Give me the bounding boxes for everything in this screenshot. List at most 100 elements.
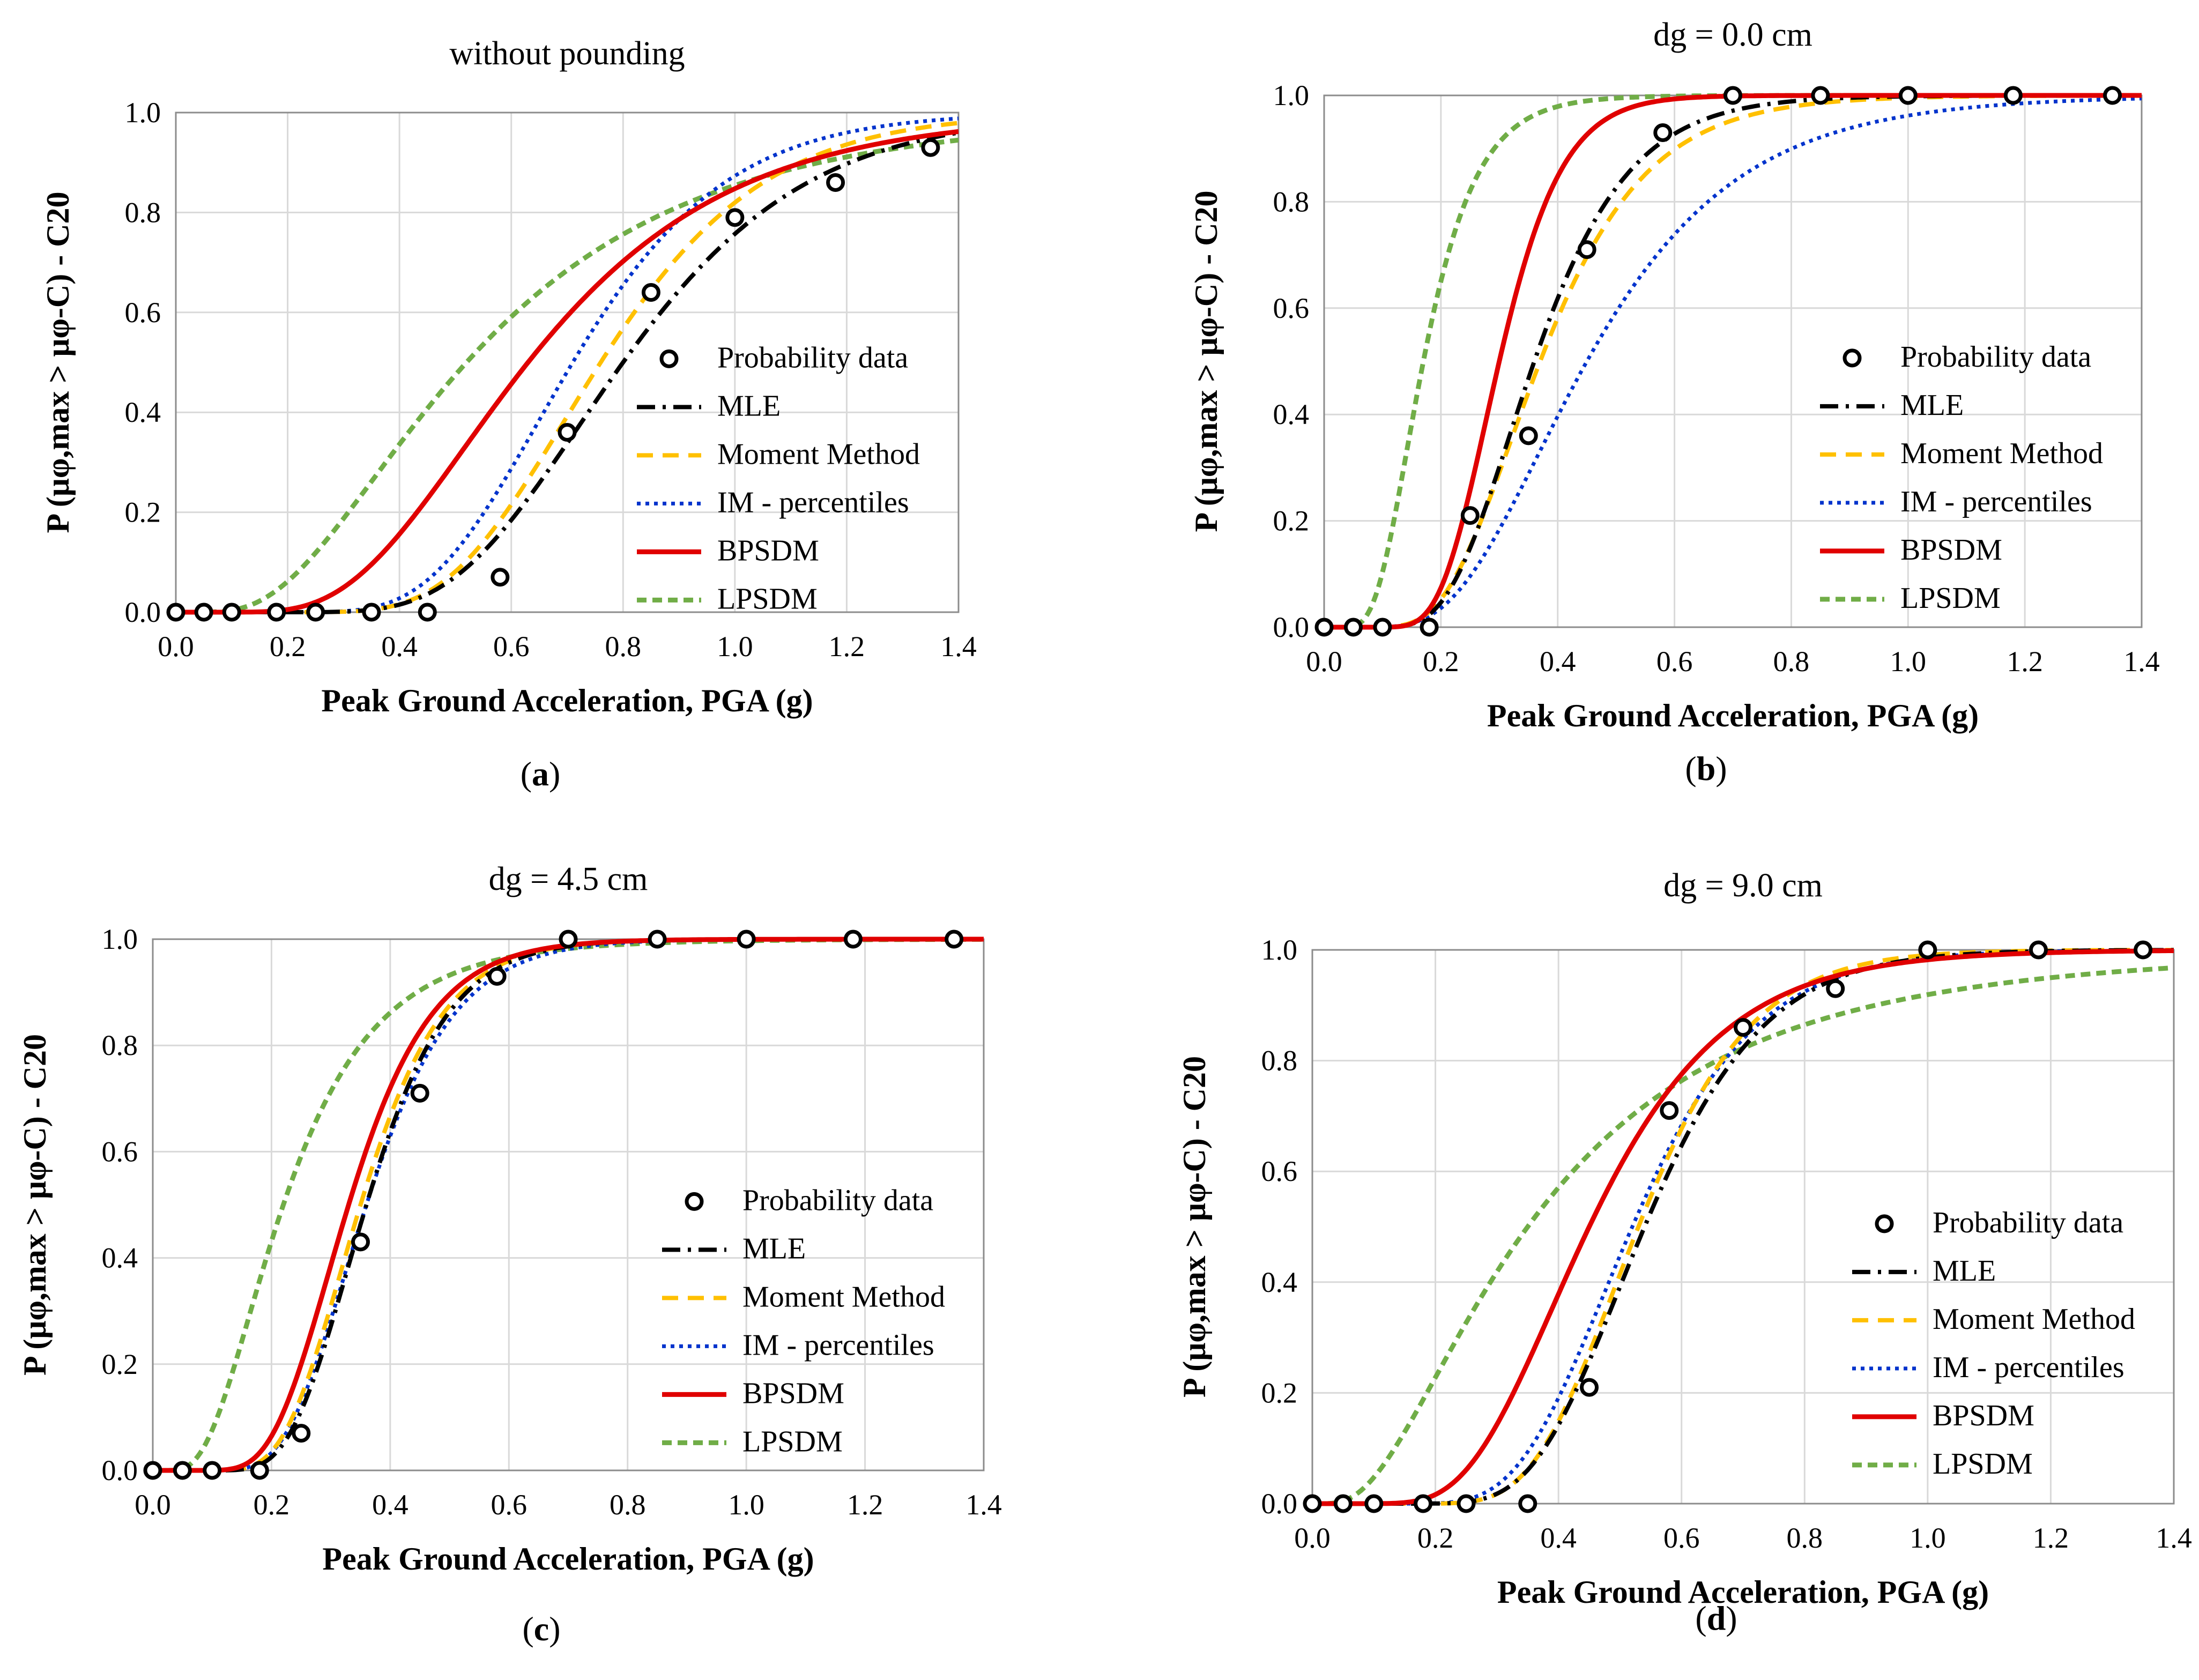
y-tick-label: 0.6 — [102, 1135, 138, 1168]
data-point — [1314, 618, 1334, 637]
data-point — [1364, 1494, 1384, 1513]
x-tick-label: 1.2 — [847, 1489, 883, 1521]
chart-panel-d: dg = 9.0 cm 0.0 0.2 0.4 0.6 0.8 1.0 1.2 1.4 0.0 0.… — [1177, 867, 2192, 1637]
data-point — [826, 173, 845, 192]
x-tick-label: 1.0 — [1910, 1522, 1946, 1554]
chart-title: dg = 0.0 cm — [1653, 17, 1812, 53]
caption-paren-close: ) — [1715, 749, 1727, 787]
data-point — [1414, 1494, 1433, 1513]
x-tick-label: 1.4 — [965, 1489, 1002, 1521]
legend-entry: Probability data — [1933, 1206, 2123, 1239]
legend-entry: Moment Method — [1900, 437, 2103, 470]
caption-paren-open: ( — [1685, 749, 1696, 787]
legend-entry: LPSDM — [742, 1425, 843, 1458]
plot-area-frame — [1311, 949, 2175, 1505]
series-line-mle — [176, 130, 959, 614]
data-point — [351, 1232, 370, 1252]
caption-paren-open: ( — [521, 755, 532, 793]
legend-entry: MLE — [717, 389, 781, 422]
legend-entry: MLE — [1933, 1254, 1996, 1288]
series-line-mle — [1312, 948, 2174, 1506]
y-tick-label: 0.8 — [125, 196, 161, 228]
caption-letter: c — [534, 1610, 549, 1648]
data-point — [1343, 618, 1363, 637]
data-point — [1653, 123, 1673, 142]
x-tick-label: 1.0 — [1890, 645, 1927, 678]
data-point — [1303, 1494, 1322, 1513]
y-tick-label: 0.4 — [1273, 398, 1310, 430]
x-axis-title: Peak Ground Acceleration, PGA (g) — [1497, 1574, 1989, 1610]
caption-paren-close: ) — [1726, 1599, 1737, 1637]
chart-panel-b: dg = 0.0 cm 0.0 0.2 0.4 0.6 0.8 1.0 1.2 1.4 0.0 0.… — [1188, 17, 2160, 787]
data-point — [487, 967, 507, 986]
y-tick-label: 0.2 — [102, 1348, 138, 1380]
data-point — [725, 208, 745, 227]
x-tick-label: 0.2 — [1417, 1522, 1454, 1554]
x-tick-label: 0.8 — [605, 630, 642, 663]
data-point — [491, 568, 510, 587]
y-tick-label: 0.4 — [102, 1242, 138, 1274]
legend-entry: BPSDM — [1933, 1399, 2034, 1432]
data-point — [1734, 1018, 1752, 1037]
probability-data-points — [1314, 86, 2122, 637]
x-tick-label: 0.6 — [491, 1489, 528, 1521]
legend-entry: LPSDM — [1900, 582, 2001, 615]
legend-entry: BPSDM — [1900, 533, 2002, 567]
y-tick-label: 0.4 — [1261, 1266, 1298, 1298]
data-point — [1457, 1494, 1476, 1513]
legend-marker-probability — [1875, 1214, 1894, 1233]
y-tick-label: 0.4 — [125, 396, 161, 428]
x-tick-label: 0.4 — [1540, 1522, 1577, 1554]
x-tick-label: 0.8 — [1787, 1522, 1823, 1554]
legend-entry: MLE — [742, 1232, 806, 1265]
y-tick-label: 0.8 — [102, 1029, 138, 1061]
x-tick-label: 0.8 — [1773, 645, 1810, 678]
data-point — [1918, 940, 1937, 960]
x-tick-label: 1.0 — [728, 1489, 764, 1521]
legend-entry: MLE — [1900, 389, 1964, 422]
data-point — [1577, 240, 1596, 259]
x-tick-label: 0.2 — [1423, 645, 1459, 678]
y-tick-label: 0.0 — [102, 1454, 138, 1486]
legend-entry: LPSDM — [717, 582, 818, 615]
x-tick-label: 0.4 — [372, 1489, 408, 1521]
legend: Probability data MLE Moment Method IM - per… — [1820, 340, 2103, 615]
data-point — [362, 603, 381, 622]
x-tick-label: 1.2 — [2033, 1522, 2069, 1554]
data-point — [921, 138, 940, 157]
series-line-im — [1324, 96, 2142, 629]
x-tick-label: 1.2 — [829, 630, 865, 663]
x-tick-label: 0.4 — [381, 630, 418, 663]
data-point — [143, 1461, 162, 1480]
y-tick-label: 0.8 — [1273, 185, 1310, 218]
x-tick-label: 0.2 — [254, 1489, 290, 1521]
panel-caption: (a) — [521, 755, 561, 793]
y-tick-label: 0.0 — [125, 596, 161, 628]
chart-title: without pounding — [449, 35, 685, 72]
data-point — [1898, 86, 1918, 105]
x-axis-title: Peak Ground Acceleration, PGA (g) — [322, 1541, 814, 1577]
legend-entry: LPSDM — [1933, 1447, 2033, 1481]
x-tick-label: 1.0 — [717, 630, 753, 663]
data-point — [267, 603, 286, 622]
series-line-moment — [1312, 948, 2174, 1506]
caption-paren-close: ) — [549, 1610, 560, 1648]
caption-letter: d — [1707, 1599, 1726, 1637]
caption-paren-close: ) — [549, 755, 560, 793]
data-point — [737, 930, 756, 949]
x-tick-label: 0.0 — [1306, 645, 1342, 678]
legend-entry: BPSDM — [742, 1377, 844, 1410]
x-tick-label: 0.0 — [135, 1489, 171, 1521]
data-point — [306, 603, 325, 622]
y-tick-label: 1.0 — [125, 96, 161, 129]
x-tick-label: 0.2 — [270, 630, 306, 663]
data-point — [250, 1461, 269, 1480]
legend-marker-probability — [685, 1192, 704, 1211]
legend-entry: IM - percentiles — [1933, 1351, 2124, 1384]
x-tick-label: 0.6 — [1656, 645, 1693, 678]
legend-entry: IM - percentiles — [717, 486, 909, 519]
x-tick-label: 1.4 — [940, 630, 977, 663]
data-point — [173, 1461, 192, 1480]
data-point — [410, 1083, 429, 1103]
